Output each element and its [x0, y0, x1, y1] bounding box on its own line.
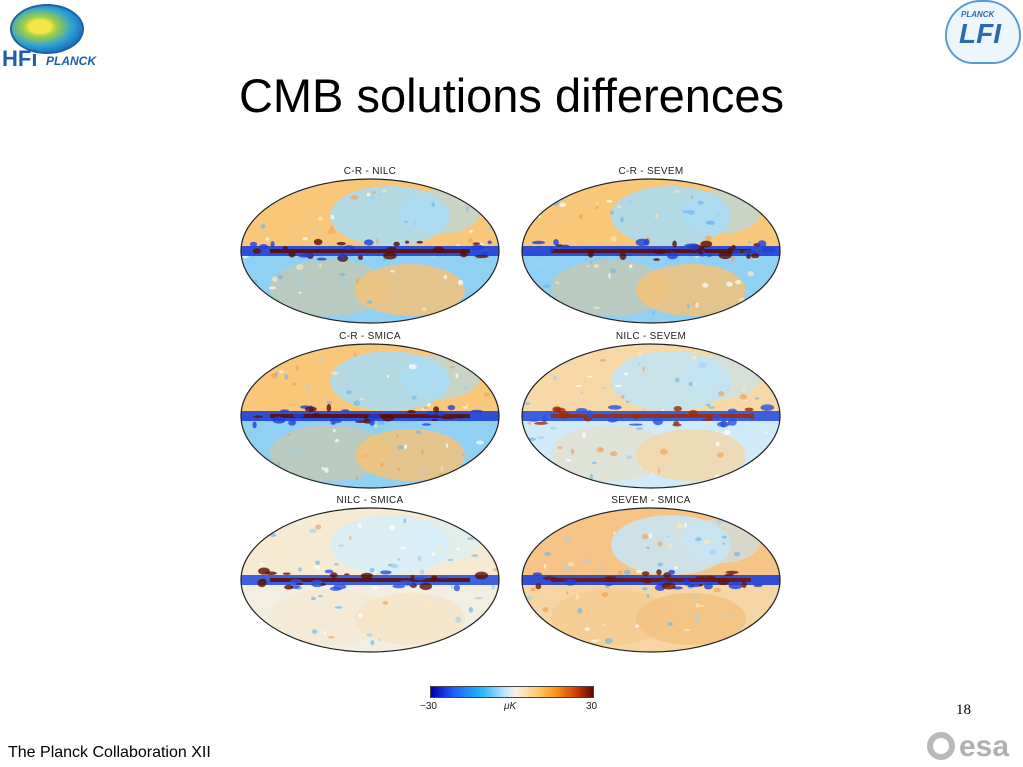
page-number: 18 — [956, 702, 971, 718]
map-label: SEVEM - SMICA — [611, 495, 691, 506]
mollweide-map-cr-smica — [240, 343, 500, 489]
mollweide-map-cr-nilc — [240, 178, 500, 324]
mollweide-map-sevem-smica — [521, 507, 781, 653]
map-panel-nilc-smica: NILC - SMICA — [240, 495, 500, 655]
colorbar — [430, 686, 594, 698]
esa-logo: esa — [927, 730, 1019, 766]
colorbar-unit-label: μK — [504, 701, 517, 712]
mollweide-map-nilc-sevem — [521, 343, 781, 489]
esa-logo-text: esa — [959, 730, 1010, 763]
map-panel-sevem-smica: SEVEM - SMICA — [521, 495, 781, 655]
colorbar-max-label: 30 — [586, 701, 598, 712]
map-panel-cr-sevem: C-R - SEVEM — [521, 166, 781, 326]
hfi-logo-text: HFi — [2, 46, 38, 71]
map-panel-cr-smica: C-R - SMICA — [240, 331, 500, 491]
hfi-logo-subtext: PLANCK — [46, 54, 96, 68]
planet-icon — [10, 4, 84, 54]
lfi-planck-logo: PLANCK LFI — [945, 0, 1021, 64]
hfi-planck-logo: HFi PLANCK — [0, 0, 110, 72]
map-label: C-R - SEVEM — [618, 166, 684, 177]
page-title: CMB solutions differences — [238, 69, 785, 122]
lfi-logo-text: LFI — [959, 18, 1001, 49]
lfi-logo-subtext: PLANCK — [961, 10, 995, 19]
colorbar-min-label: −30 — [420, 701, 437, 712]
footer-credit: The Planck Collaboration XII — [8, 744, 211, 761]
map-label: NILC - SMICA — [336, 495, 404, 506]
map-label: NILC - SEVEM — [615, 331, 687, 342]
map-panel-nilc-sevem: NILC - SEVEM — [521, 331, 781, 491]
map-label: C-R - NILC — [343, 166, 397, 177]
map-label: C-R - SMICA — [339, 331, 401, 342]
map-panel-cr-nilc: C-R - NILC — [240, 166, 500, 326]
esa-ring-icon — [927, 732, 955, 760]
mollweide-map-cr-sevem — [521, 178, 781, 324]
mollweide-map-nilc-smica — [240, 507, 500, 653]
